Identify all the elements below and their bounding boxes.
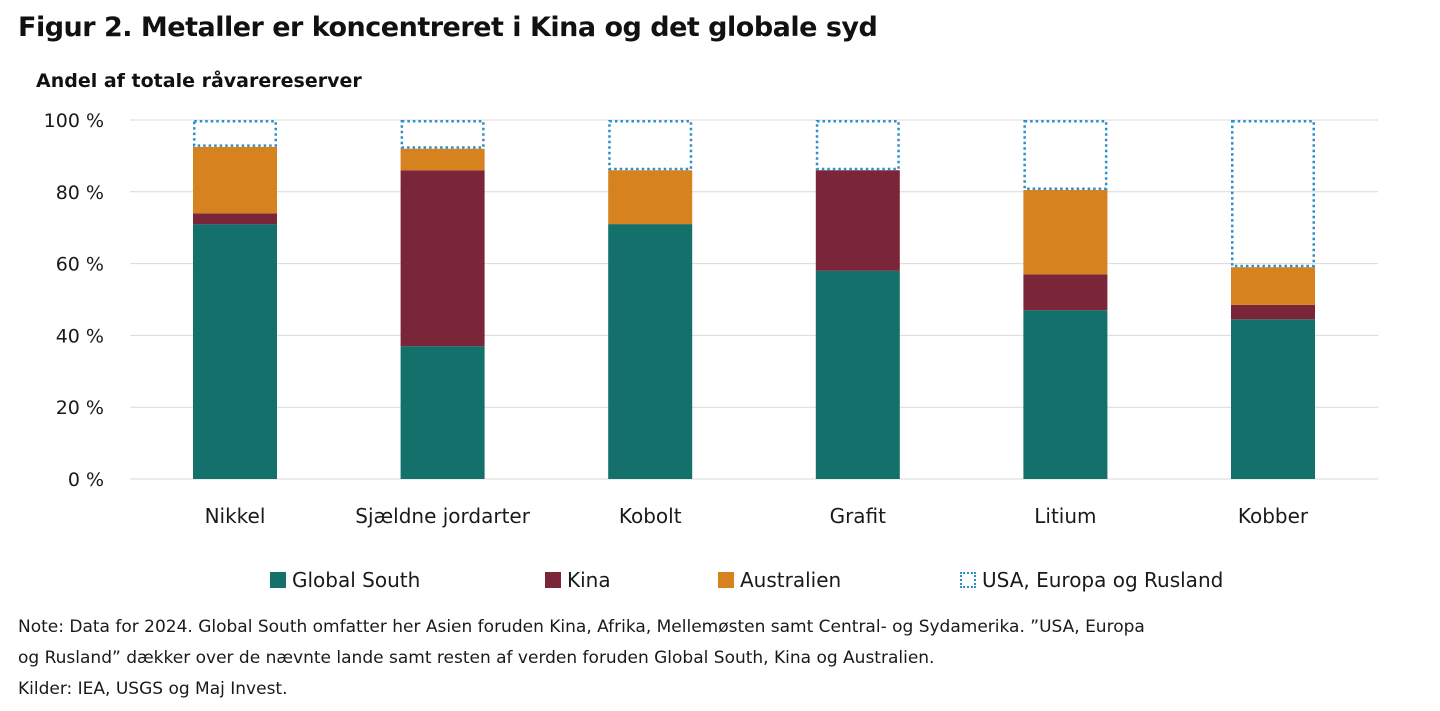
legend-label-kina: Kina bbox=[567, 568, 611, 592]
legend-label-australien: Australien bbox=[740, 568, 842, 592]
bar-usa-europa-og-rusland-sjældne-jordarter bbox=[400, 120, 485, 149]
bar-kina-litium bbox=[1023, 274, 1108, 311]
bar-usa-europa-og-rusland-grafit bbox=[815, 120, 900, 171]
bar-australien-nikkel bbox=[193, 146, 277, 214]
bar-australien-kobolt bbox=[608, 170, 693, 225]
y-tick-label: 20 % bbox=[56, 397, 104, 419]
chart-note: Note: Data for 2024. Global South omfatt… bbox=[18, 612, 1418, 705]
bar-global-south-kobolt bbox=[608, 224, 693, 479]
legend-item-usa-europa-rusland: USA, Europa og Rusland bbox=[960, 568, 1223, 592]
bar-global-south-litium bbox=[1023, 310, 1108, 479]
bar-australien-kobber bbox=[1231, 267, 1315, 305]
y-axis-ticks: 0 % 20 % 40 % 60 % 80 % 100 % bbox=[44, 110, 104, 491]
bar-global-south-sjældne-jordarter bbox=[400, 346, 485, 479]
legend-swatch-global-south bbox=[270, 572, 286, 588]
gridlines bbox=[130, 119, 1378, 480]
y-tick-label: 40 % bbox=[56, 325, 104, 347]
bars bbox=[193, 120, 1315, 479]
x-category-label: Kobolt bbox=[619, 504, 682, 528]
legend-swatch-usa-europa-rusland bbox=[960, 572, 976, 588]
x-category-label: Litium bbox=[1034, 504, 1096, 528]
legend-item-global-south: Global South bbox=[270, 568, 420, 592]
chart-title: Figur 2. Metaller er koncentreret i Kina… bbox=[18, 12, 878, 43]
y-axis-label: Andel af totale råvarereserver bbox=[36, 70, 362, 92]
x-category-label: Grafit bbox=[830, 504, 887, 528]
y-tick-label: 80 % bbox=[56, 182, 104, 204]
bar-usa-europa-og-rusland-nikkel bbox=[193, 120, 277, 147]
bar-kina-grafit bbox=[815, 170, 900, 271]
bar-global-south-grafit bbox=[815, 270, 900, 479]
bar-global-south-nikkel bbox=[193, 224, 277, 479]
legend-item-kina: Kina bbox=[545, 568, 611, 592]
bar-kina-kobber bbox=[1231, 304, 1315, 320]
stacked-bar-chart: 0 % 20 % 40 % 60 % 80 % 100 % Nikkel Sjældne j… bbox=[44, 110, 1378, 528]
bar-australien-litium bbox=[1023, 190, 1108, 275]
y-tick-label: 100 % bbox=[44, 110, 104, 132]
legend-swatch-australien bbox=[718, 572, 734, 588]
sources: Kilder: IEA, USGS og Maj Invest. bbox=[18, 679, 288, 699]
bar-usa-europa-og-rusland-kobolt bbox=[608, 120, 693, 171]
note-line-2: og Rusland” dækker over de nævnte lande … bbox=[18, 648, 935, 668]
y-tick-label: 60 % bbox=[56, 254, 104, 276]
y-tick-label: 0 % bbox=[68, 469, 104, 491]
note-line-1: Note: Data for 2024. Global South omfatt… bbox=[18, 617, 1145, 637]
category-labels: Nikkel Sjældne jordarter Kobolt Grafit Litiu… bbox=[205, 504, 1309, 528]
x-category-label: Nikkel bbox=[205, 504, 266, 528]
x-category-label: Kobber bbox=[1238, 504, 1309, 528]
x-category-label: Sjældne jordarter bbox=[355, 504, 530, 528]
bar-global-south-kobber bbox=[1231, 319, 1315, 479]
bar-australien-sjældne-jordarter bbox=[400, 148, 485, 171]
bar-kina-sjældne-jordarter bbox=[400, 170, 485, 347]
legend-label-usa-europa-rusland: USA, Europa og Rusland bbox=[982, 568, 1224, 592]
legend-label-global-south: Global South bbox=[292, 568, 421, 592]
legend-item-australien: Australien bbox=[718, 568, 841, 592]
legend-swatch-kina bbox=[545, 572, 561, 588]
bar-usa-europa-og-rusland-kobber bbox=[1231, 120, 1315, 268]
bar-usa-europa-og-rusland-litium bbox=[1023, 120, 1108, 191]
bar-kina-nikkel bbox=[193, 213, 277, 225]
legend: Global South Kina Australien USA, Europa… bbox=[0, 568, 1440, 598]
